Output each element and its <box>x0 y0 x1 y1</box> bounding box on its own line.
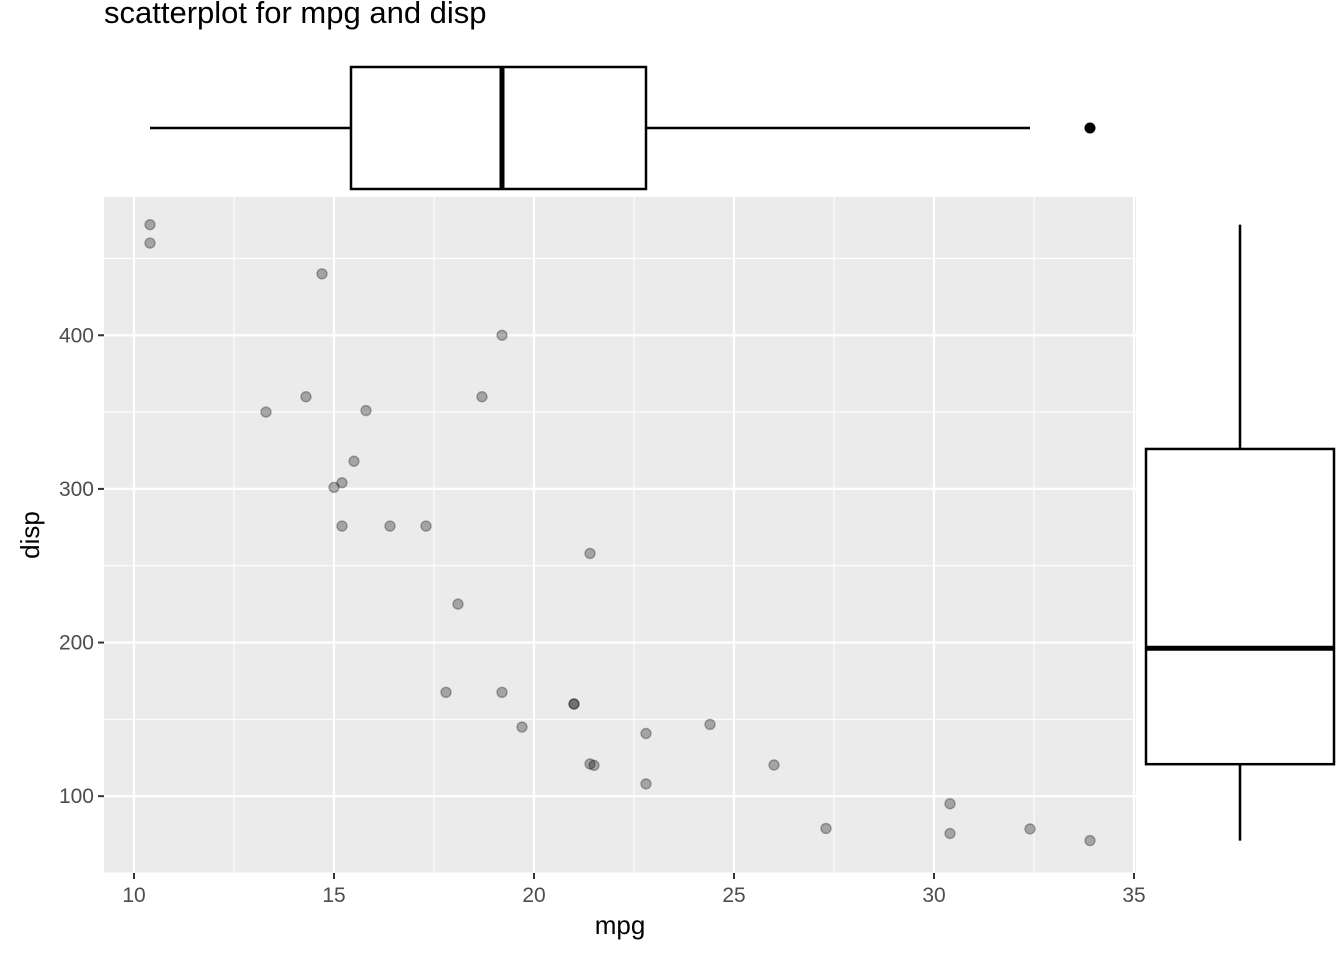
data-point <box>568 698 580 710</box>
y-tick-label: 400 <box>59 324 94 347</box>
plot-panel <box>104 197 1136 873</box>
data-point <box>440 686 452 699</box>
data-point <box>144 218 156 231</box>
x-tick-label: 10 <box>122 884 145 907</box>
gridlines <box>104 197 1136 874</box>
x-axis-title: mpg <box>595 910 646 940</box>
data-point <box>260 406 272 418</box>
data-point <box>144 237 156 249</box>
data-point <box>584 547 596 560</box>
data-point <box>588 759 600 772</box>
data-point <box>336 477 348 489</box>
data-point <box>452 598 464 610</box>
mpg-outlier <box>1084 122 1096 134</box>
data-point <box>820 822 832 835</box>
data-point <box>476 391 488 403</box>
data-point <box>768 759 780 771</box>
disp-marginal-boxplot <box>1144 224 1336 841</box>
data-point <box>316 268 328 280</box>
x-tick-label: 35 <box>1122 884 1145 907</box>
data-point <box>300 391 312 403</box>
y-tick-label: 100 <box>59 785 94 808</box>
data-point <box>568 698 580 710</box>
data-point <box>348 455 360 467</box>
chart-title: scatterplot for mpg and disp <box>104 0 487 30</box>
data-point <box>944 798 956 810</box>
disp-box <box>1144 447 1336 766</box>
x-tick-label: 20 <box>522 884 545 907</box>
data-point <box>704 718 716 731</box>
data-point <box>360 404 372 417</box>
data-point <box>584 758 596 770</box>
x-axis: 10 15 20 25 30 35 <box>122 873 1146 907</box>
scatter-points <box>144 218 1096 847</box>
data-point <box>640 727 652 740</box>
x-tick-label: 30 <box>922 884 945 907</box>
y-tick-label: 300 <box>59 478 94 501</box>
data-point <box>336 520 348 532</box>
data-point <box>516 721 528 733</box>
data-point <box>944 827 956 840</box>
mpg-box <box>349 65 648 191</box>
y-tick-label: 200 <box>59 632 94 655</box>
data-point <box>640 778 652 790</box>
data-point <box>384 520 396 532</box>
data-point <box>1084 834 1096 847</box>
mpg-marginal-boxplot <box>150 65 1096 191</box>
data-point <box>496 686 508 699</box>
x-tick-label: 15 <box>322 884 345 907</box>
data-point <box>1024 823 1036 835</box>
y-axis-title: disp <box>15 511 45 559</box>
data-point <box>496 329 508 341</box>
data-point <box>328 481 340 494</box>
y-axis: 100 200 300 400 <box>59 324 104 808</box>
x-tick-label: 25 <box>722 884 745 907</box>
data-point <box>420 520 432 532</box>
